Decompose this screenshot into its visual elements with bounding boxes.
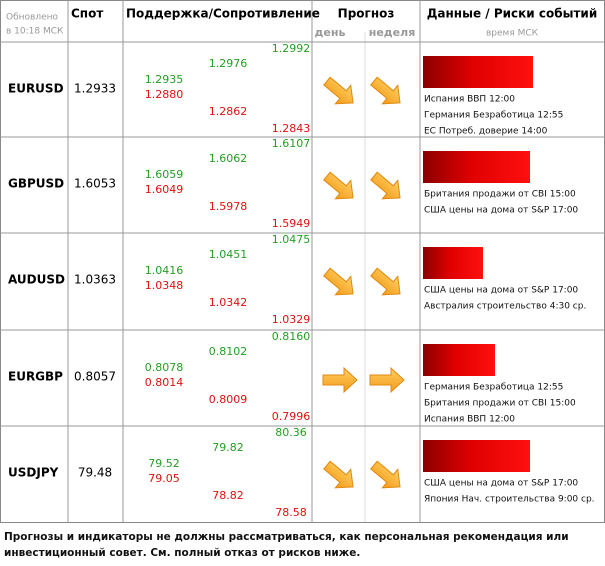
resistance: 1.2992	[272, 42, 311, 55]
spot: 1.6053	[74, 177, 116, 191]
forecast-arrow	[323, 460, 354, 489]
resistance: 1.0451	[209, 248, 248, 261]
event: Германия Безработица 12:55	[424, 111, 563, 121]
day-header: день	[315, 26, 346, 39]
updated: в 10:18 МСК	[6, 27, 64, 37]
support: 1.2862	[209, 105, 248, 118]
event: Британия продажи от CBI 15:00	[424, 190, 576, 200]
event: Испания ВВП 12:00	[424, 95, 515, 105]
pair: EURUSD	[8, 82, 64, 96]
event: США цены на дома от S&P 17:00	[424, 479, 578, 489]
support: 1.5978	[209, 200, 248, 213]
forecast-arrow	[370, 76, 401, 105]
support: 0.8009	[209, 393, 248, 406]
forecast-arrow	[369, 366, 405, 394]
support: 1.6049	[145, 183, 184, 196]
pair: USDJPY	[8, 466, 59, 480]
support: 1.2843	[272, 122, 311, 135]
support: 0.7996	[272, 410, 311, 423]
forecast-arrow	[323, 76, 354, 105]
spot-header: Спот	[71, 7, 103, 21]
resistance: 79.82	[212, 441, 244, 454]
support: 1.2880	[145, 88, 184, 101]
event: Япония Нач. строительства 9:00 ср.	[424, 495, 595, 505]
resistance: 0.8078	[145, 361, 184, 374]
spot: 0.8057	[74, 370, 116, 384]
event: ЕС Потреб. доверие 14:00	[424, 127, 548, 137]
event: США цены на дома от S&P 17:00	[424, 206, 578, 216]
forecast-arrow	[370, 171, 401, 200]
support: 1.0329	[272, 313, 311, 326]
pair: GBPUSD	[8, 177, 64, 191]
forecast-arrow	[323, 171, 354, 200]
week-header: неделя	[369, 26, 416, 39]
column-lines	[67, 0, 421, 522]
risk-bar	[423, 440, 530, 472]
resistance: 1.6059	[145, 168, 184, 181]
risk-bar	[423, 344, 495, 376]
event: Германия Безработица 12:55	[424, 383, 563, 393]
disclaimer: Прогнозы и индикаторы не должны рассматр…	[4, 531, 569, 559]
forecast-arrow	[370, 460, 401, 489]
forecast-arrow	[323, 267, 354, 296]
risk-bar	[423, 56, 533, 88]
event: Австралия строительство 4:30 ср.	[424, 302, 586, 312]
resistance: 1.6062	[209, 152, 248, 165]
support: 0.8014	[145, 376, 184, 389]
levels-header: Поддержка/Сопротивление	[126, 7, 320, 21]
forecast-arrow	[322, 366, 358, 394]
support: 79.05	[148, 472, 180, 485]
resistance: 1.2935	[145, 73, 184, 86]
risk-bar	[423, 151, 530, 183]
spot: 79.48	[78, 466, 112, 480]
resistance: 1.2976	[209, 57, 248, 70]
spot: 1.0363	[74, 273, 116, 287]
pair: AUDUSD	[8, 273, 65, 287]
spot: 1.2933	[74, 82, 116, 96]
event: Британия продажи от CBI 15:00	[424, 399, 576, 409]
support: 1.0348	[145, 279, 184, 292]
event: Испания ВВП 12:00	[424, 415, 515, 425]
support: 1.5949	[272, 217, 311, 230]
pair: EURGBP	[8, 370, 63, 384]
resistance: 1.0475	[272, 233, 311, 246]
resistance: 0.8160	[272, 330, 311, 343]
updated: Обновлено	[6, 13, 59, 23]
table: Обновлено в 10:18 МСК Спот Поддержка/Соп…	[0, 0, 605, 523]
resistance: 80.36	[275, 426, 307, 439]
support: 78.58	[275, 506, 307, 519]
forecast-header: Прогноз	[338, 7, 395, 21]
risk-bar	[423, 247, 483, 279]
events-header: Данные / Риски событий	[427, 7, 598, 21]
support: 78.82	[212, 489, 244, 502]
support: 1.0342	[209, 296, 248, 309]
event: США цены на дома от S&P 17:00	[424, 286, 578, 296]
resistance: 79.52	[148, 457, 180, 470]
forecast-arrow	[370, 267, 401, 296]
time-header: время МСК	[486, 29, 539, 39]
resistance: 1.0416	[145, 264, 184, 277]
resistance: 1.6107	[272, 137, 311, 150]
resistance: 0.8102	[209, 345, 248, 358]
